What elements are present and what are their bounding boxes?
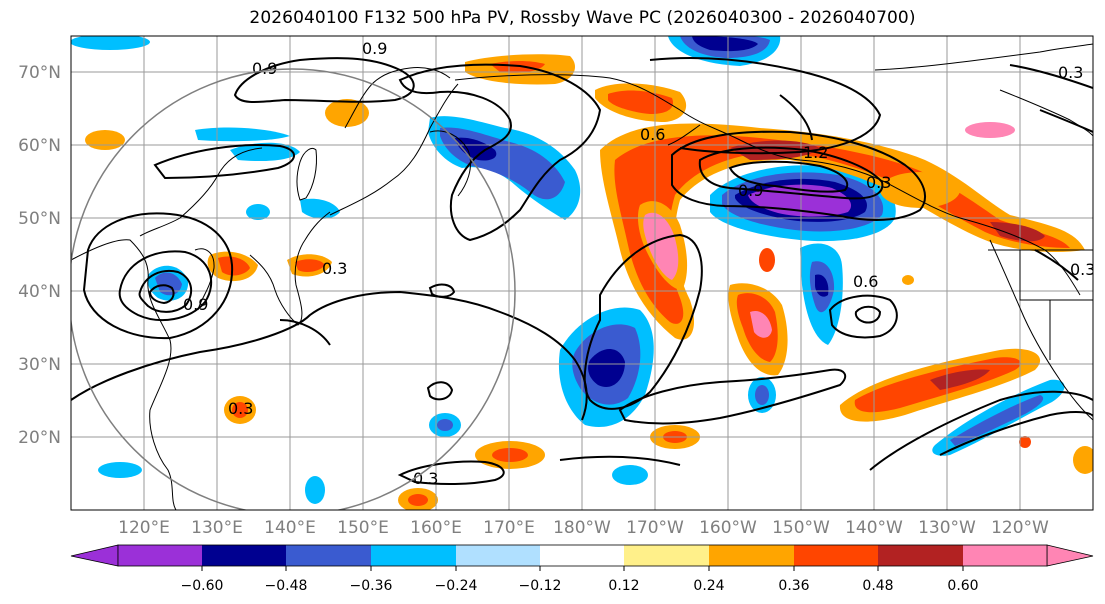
colorbar-bin [456, 545, 540, 566]
colorbar-bin [794, 545, 878, 566]
contour-label: 1.2 [803, 143, 828, 162]
colorbar-extend-min [70, 544, 119, 567]
colorbar-extend-max [1046, 544, 1094, 567]
map-frame [70, 35, 1094, 511]
graticule [71, 36, 1093, 510]
lon-label: 170°W [626, 518, 684, 538]
contour-label: 0.9 [362, 39, 387, 58]
contour-label-group: 0.9 0.9 0.3 0.3 0.6 0.9 1.2 0.3 0.6 0.3 … [183, 39, 1095, 488]
lat-label: 20°N [18, 428, 61, 448]
contour-label: 0.9 [183, 295, 208, 314]
colorbar-tick-label: −0.48 [265, 578, 308, 594]
contour-label: 0.9 [252, 59, 277, 78]
colorbar-segments [117, 544, 1048, 567]
colorbar-frame [117, 544, 1048, 567]
contour-label: 0.3 [413, 469, 438, 488]
coastlines [71, 43, 1093, 510]
contour-label: 0.3 [322, 259, 347, 278]
colorbar-tick-label: −0.36 [350, 578, 393, 594]
lon-label: 140°E [264, 518, 316, 538]
lon-label: 130°W [918, 518, 976, 538]
plot-title: 2026040100 F132 500 hPa PV, Rossby Wave … [249, 8, 916, 28]
colorbar-bin [202, 545, 286, 566]
lon-label: 120°W [991, 518, 1049, 538]
colorbar-tick-label: −0.60 [181, 578, 224, 594]
lon-label: 180°W [553, 518, 611, 538]
lon-label: 130°E [191, 518, 243, 538]
lon-label: 140°W [845, 518, 903, 538]
lat-label: 30°N [18, 355, 61, 375]
lon-label: 150°E [337, 518, 389, 538]
contour-label: 0.9 [738, 181, 763, 200]
lat-label: 50°N [18, 209, 61, 229]
colorbar-tick-label: 0.36 [778, 578, 809, 594]
pc-contours [71, 57, 1093, 486]
colorbar-ticks: −0.60 −0.48 −0.36 −0.24 −0.12 0.12 0.24 … [181, 566, 979, 594]
reference-circle [71, 68, 516, 510]
colorbar-tick-label: 0.12 [608, 578, 639, 594]
lon-label: 170°E [483, 518, 535, 538]
colorbar: −0.60 −0.48 −0.36 −0.24 −0.12 0.12 0.24 … [70, 544, 1094, 594]
contour-label: 0.3 [1058, 63, 1083, 82]
colorbar-tick-label: 0.60 [947, 578, 978, 594]
colorbar-tick-label: 0.24 [693, 578, 724, 594]
contour-label: 0.3 [866, 173, 891, 192]
colorbar-tick-label: 0.48 [862, 578, 893, 594]
colorbar-bin [709, 545, 794, 566]
lon-label: 120°E [118, 518, 170, 538]
lon-label: 150°W [772, 518, 830, 538]
lat-label: 60°N [18, 136, 61, 156]
lat-label: 70°N [18, 63, 61, 83]
longitude-labels: 120°E 130°E 140°E 150°E 160°E 170°E 180°… [118, 518, 1049, 538]
contour-label: 0.6 [640, 125, 665, 144]
contour-label: 0.3 [1070, 260, 1095, 279]
colorbar-bin [878, 545, 963, 566]
contour-label: 0.3 [228, 399, 253, 418]
colorbar-bin [624, 545, 709, 566]
latitude-labels: 70°N 60°N 50°N 40°N 30°N 20°N [18, 63, 61, 448]
contour-label: 0.6 [853, 272, 878, 291]
lat-label: 40°N [18, 282, 61, 302]
colorbar-bin [286, 545, 371, 566]
colorbar-bin [963, 545, 1047, 566]
colorbar-tick-label: −0.24 [435, 578, 478, 594]
colorbar-bin [540, 545, 624, 566]
colorbar-tick-label: −0.12 [519, 578, 562, 594]
lon-label: 160°E [410, 518, 462, 538]
lon-label: 160°W [699, 518, 757, 538]
map-field: 0.9 0.9 0.3 0.3 0.6 0.9 1.2 0.3 0.6 0.3 … [71, 36, 1095, 510]
colorbar-bin [118, 545, 202, 566]
colorbar-bin [371, 545, 456, 566]
